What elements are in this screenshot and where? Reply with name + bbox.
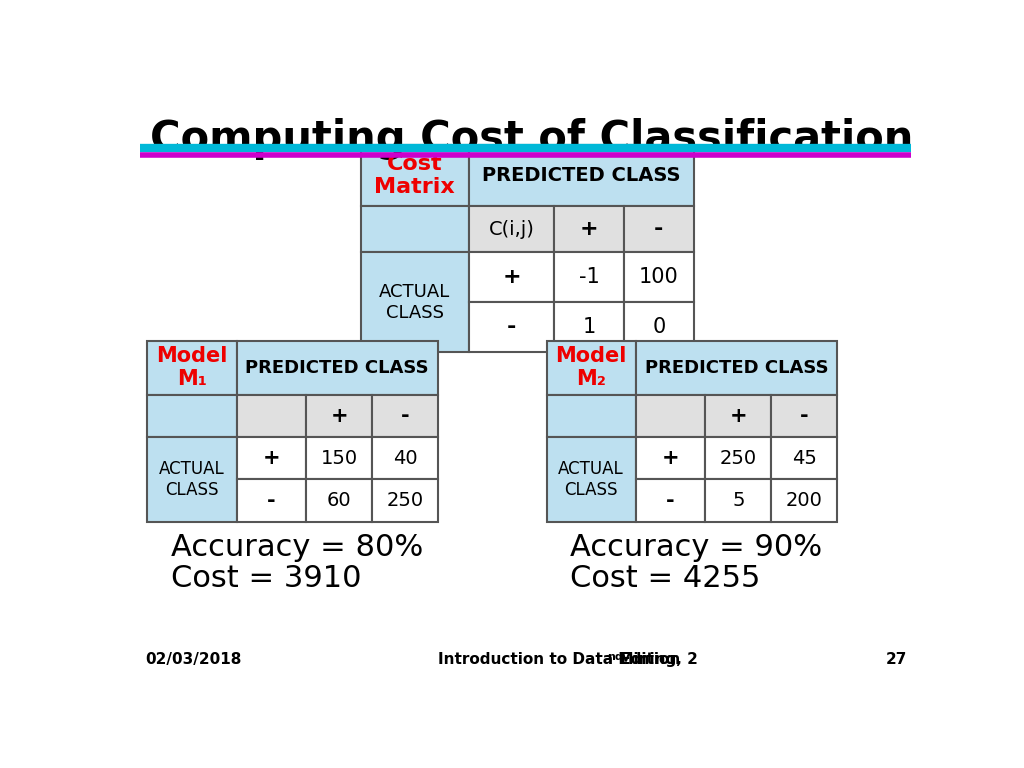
Text: 200: 200 xyxy=(785,492,822,510)
Bar xyxy=(706,437,771,479)
Bar xyxy=(771,395,838,437)
Bar xyxy=(706,479,771,521)
Text: ACTUAL
CLASS: ACTUAL CLASS xyxy=(159,460,225,499)
Text: 5: 5 xyxy=(732,492,744,510)
Bar xyxy=(624,206,693,253)
Text: Cost
Matrix: Cost Matrix xyxy=(375,154,455,197)
Bar xyxy=(237,437,306,479)
Bar xyxy=(372,437,438,479)
Text: 100: 100 xyxy=(639,267,679,287)
Bar xyxy=(469,303,554,353)
Text: +: + xyxy=(729,406,748,426)
Bar xyxy=(547,395,636,437)
Text: ACTUAL
CLASS: ACTUAL CLASS xyxy=(379,283,451,322)
Text: Computing Cost of Classification: Computing Cost of Classification xyxy=(150,118,913,160)
Bar xyxy=(372,479,438,521)
Text: Accuracy = 80%: Accuracy = 80% xyxy=(171,533,423,562)
Text: C(i,j): C(i,j) xyxy=(488,220,535,239)
Text: 40: 40 xyxy=(393,449,418,468)
Text: -: - xyxy=(507,317,516,337)
Bar xyxy=(306,437,372,479)
Bar xyxy=(360,253,469,353)
Bar xyxy=(547,341,636,395)
Bar xyxy=(636,341,838,395)
Text: -: - xyxy=(800,406,809,426)
Text: 250: 250 xyxy=(720,449,757,468)
Bar xyxy=(706,395,771,437)
Bar xyxy=(554,206,624,253)
Text: 1: 1 xyxy=(583,317,596,337)
Bar xyxy=(771,437,838,479)
Text: +: + xyxy=(503,267,521,287)
Text: nd: nd xyxy=(607,652,623,662)
Text: Edition: Edition xyxy=(614,651,680,667)
Bar xyxy=(237,479,306,521)
Text: Cost = 4255: Cost = 4255 xyxy=(569,564,760,593)
Text: 250: 250 xyxy=(386,492,424,510)
Text: Model
M₁: Model M₁ xyxy=(157,346,227,389)
Bar xyxy=(636,437,706,479)
Text: 02/03/2018: 02/03/2018 xyxy=(145,651,242,667)
Text: -: - xyxy=(400,406,410,426)
Text: PREDICTED CLASS: PREDICTED CLASS xyxy=(644,359,828,377)
Text: +: + xyxy=(662,449,679,468)
Text: 60: 60 xyxy=(327,492,351,510)
Text: 0: 0 xyxy=(652,317,666,337)
Bar xyxy=(360,206,469,253)
Text: Accuracy = 90%: Accuracy = 90% xyxy=(569,533,822,562)
Text: -1: -1 xyxy=(579,267,599,287)
Bar xyxy=(469,144,693,206)
Bar xyxy=(147,395,237,437)
Text: -: - xyxy=(267,491,275,511)
Text: PREDICTED CLASS: PREDICTED CLASS xyxy=(482,166,681,185)
Text: -: - xyxy=(654,219,664,239)
Bar xyxy=(372,395,438,437)
Text: 150: 150 xyxy=(321,449,357,468)
Text: PREDICTED CLASS: PREDICTED CLASS xyxy=(246,359,429,377)
Bar xyxy=(147,437,237,521)
Bar xyxy=(636,479,706,521)
Bar xyxy=(360,144,469,206)
Bar xyxy=(636,395,706,437)
Bar xyxy=(547,437,636,521)
Bar xyxy=(554,253,624,303)
Text: 45: 45 xyxy=(792,449,816,468)
Bar xyxy=(469,253,554,303)
Text: 27: 27 xyxy=(886,651,907,667)
Bar xyxy=(624,253,693,303)
Text: ACTUAL
CLASS: ACTUAL CLASS xyxy=(558,460,624,499)
Bar xyxy=(306,479,372,521)
Text: Introduction to Data Mining, 2: Introduction to Data Mining, 2 xyxy=(438,651,698,667)
Text: Model
M₂: Model M₂ xyxy=(555,346,627,389)
Bar xyxy=(306,395,372,437)
Text: -: - xyxy=(667,491,675,511)
Text: Cost = 3910: Cost = 3910 xyxy=(171,564,361,593)
Bar xyxy=(469,206,554,253)
Text: +: + xyxy=(331,406,348,426)
Text: +: + xyxy=(262,449,281,468)
Bar xyxy=(237,341,438,395)
Bar xyxy=(237,395,306,437)
Bar xyxy=(624,303,693,353)
Bar xyxy=(147,341,237,395)
Text: +: + xyxy=(580,219,598,239)
Bar xyxy=(771,479,838,521)
Bar xyxy=(554,303,624,353)
